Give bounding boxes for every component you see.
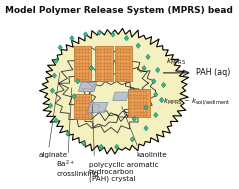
Text: Model Polymer Release System (MPRS) bead: Model Polymer Release System (MPRS) bead (5, 6, 233, 15)
Polygon shape (72, 94, 76, 99)
Bar (74, 46, 92, 81)
Polygon shape (48, 103, 53, 108)
Text: PAH (aq): PAH (aq) (196, 68, 230, 77)
Polygon shape (142, 66, 146, 71)
Polygon shape (115, 144, 119, 149)
Polygon shape (52, 73, 57, 78)
Text: kaolinite: kaolinite (136, 152, 167, 158)
Polygon shape (154, 112, 158, 118)
Polygon shape (132, 116, 136, 122)
Polygon shape (99, 144, 103, 149)
Polygon shape (89, 66, 94, 71)
Text: $k_\mathrm{MPRS}$: $k_\mathrm{MPRS}$ (166, 57, 186, 67)
Polygon shape (124, 36, 129, 41)
Polygon shape (87, 102, 108, 113)
Polygon shape (81, 141, 86, 146)
Polygon shape (76, 79, 80, 84)
Text: Ba$^{2+}$
crosslinking: Ba$^{2+}$ crosslinking (56, 159, 99, 177)
Polygon shape (54, 118, 59, 123)
Polygon shape (66, 131, 70, 136)
Text: $k_\mathrm{MPRS}$ ~ $k_\mathrm{soil/sediment}$: $k_\mathrm{MPRS}$ ~ $k_\mathrm{soil/sedi… (163, 97, 230, 107)
Polygon shape (78, 82, 97, 92)
Polygon shape (136, 43, 140, 48)
Polygon shape (113, 92, 129, 101)
Ellipse shape (49, 34, 181, 147)
Bar (95, 46, 113, 81)
Polygon shape (152, 79, 156, 84)
Polygon shape (154, 92, 158, 97)
Polygon shape (159, 98, 164, 103)
Text: polycyclic aromatic
hydrocarbon
(PAH) crystal: polycyclic aromatic hydrocarbon (PAH) cr… (88, 162, 158, 182)
Polygon shape (156, 67, 160, 73)
Bar (74, 94, 92, 119)
Bar (129, 89, 150, 117)
Polygon shape (144, 125, 148, 131)
Polygon shape (161, 82, 166, 88)
Polygon shape (111, 32, 115, 37)
Polygon shape (54, 58, 59, 63)
Bar (115, 46, 132, 81)
Polygon shape (144, 105, 148, 110)
Polygon shape (70, 36, 74, 41)
Polygon shape (83, 32, 88, 37)
Polygon shape (50, 88, 54, 93)
Polygon shape (58, 45, 62, 50)
Polygon shape (146, 54, 150, 60)
Polygon shape (39, 28, 189, 154)
Polygon shape (97, 30, 101, 35)
Polygon shape (130, 137, 135, 142)
Text: alginate: alginate (39, 152, 68, 158)
